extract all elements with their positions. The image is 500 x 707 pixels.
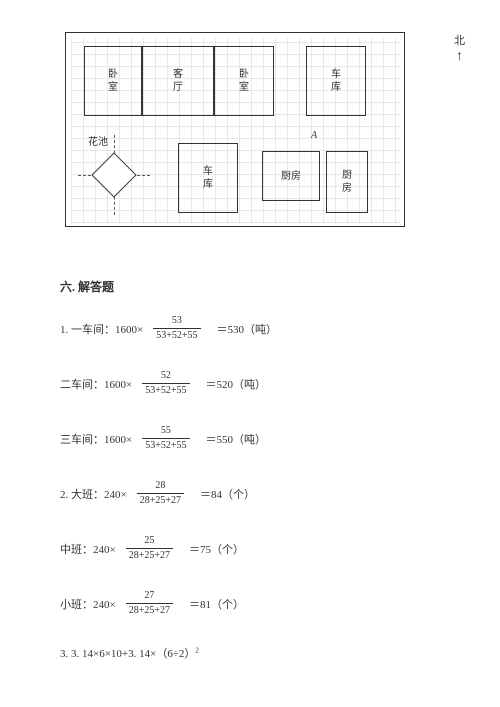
eq-prefix: 小班：240×	[60, 596, 116, 612]
eq-result: ＝81（个）	[189, 596, 244, 612]
floorplan-outer: 卧室客厅卧室车库车库厨房厨房 花池 A	[65, 32, 405, 227]
eq-prefix: 2. 大班：240×	[60, 486, 127, 502]
content-area: 六. 解答题 1. 一车间：1600×5353+52+55＝530（吨）二车间：…	[60, 278, 440, 661]
equation-line-2: 三车间：1600× 5553+52+55 ＝550（吨）	[60, 425, 440, 452]
fraction: 5353+52+55	[153, 315, 200, 342]
room-0: 卧室	[84, 46, 142, 116]
last-line-text: 3. 3. 14×6×10+3. 14×（6÷2）	[60, 648, 195, 660]
flower-pond	[84, 145, 144, 205]
north-arrow-icon: ↑	[456, 50, 463, 64]
fraction: 5253+52+55	[142, 370, 189, 397]
fraction: 5553+52+55	[142, 425, 189, 452]
north-label: 北	[454, 32, 465, 48]
equation-line-3: 2. 大班：240× 2828+25+27 ＝84（个）	[60, 480, 440, 507]
equation-line-5: 小班：240× 2728+25+27 ＝81（个）	[60, 590, 440, 617]
eq-result: ＝84（个）	[200, 486, 255, 502]
fraction: 2728+25+27	[126, 590, 173, 617]
room-2: 卧室	[214, 46, 274, 116]
fraction-denominator: 28+25+27	[126, 548, 173, 562]
fraction-denominator: 53+52+55	[153, 328, 200, 342]
fraction-denominator: 28+25+27	[137, 493, 184, 507]
fraction-denominator: 53+52+55	[142, 438, 189, 452]
fraction: 2528+25+27	[126, 535, 173, 562]
fraction-denominator: 28+25+27	[126, 603, 173, 617]
fraction-numerator: 55	[158, 425, 174, 438]
room-4: 车库	[178, 143, 238, 213]
fraction-numerator: 52	[158, 370, 174, 383]
eq-result: ＝530（吨）	[217, 321, 278, 337]
fraction-numerator: 27	[141, 590, 157, 603]
fraction-numerator: 53	[169, 315, 185, 328]
point-a-label: A	[311, 130, 317, 141]
superscript-2: 2	[195, 646, 199, 654]
fraction: 2828+25+27	[137, 480, 184, 507]
equation-line-0: 1. 一车间：1600× 5353+52+55 ＝530（吨）	[60, 315, 440, 342]
room-3: 车库	[306, 46, 366, 116]
eq-result: ＝75（个）	[189, 541, 244, 557]
eq-prefix: 二车间：1600×	[60, 376, 132, 392]
flower-label: 花池	[88, 133, 108, 148]
equation-line-4: 中班：240× 2528+25+27 ＝75（个）	[60, 535, 440, 562]
section-title: 六. 解答题	[60, 278, 440, 295]
eq-prefix: 三车间：1600×	[60, 431, 132, 447]
eq-result: ＝550（吨）	[206, 431, 267, 447]
eq-result: ＝520（吨）	[206, 376, 267, 392]
fraction-numerator: 25	[141, 535, 157, 548]
diamond-icon	[91, 152, 136, 197]
eq-prefix: 中班：240×	[60, 541, 116, 557]
fraction-denominator: 53+52+55	[142, 383, 189, 397]
room-1: 客厅	[142, 46, 214, 116]
equation-line-1: 二车间：1600× 5253+52+55 ＝520（吨）	[60, 370, 440, 397]
floorplan: 北 ↑ 卧室客厅卧室车库车库厨房厨房 花池 A	[65, 32, 435, 227]
north-indicator: 北 ↑	[454, 32, 465, 64]
room-5: 厨房	[262, 151, 320, 201]
eq-prefix: 1. 一车间：1600×	[60, 321, 143, 337]
room-6: 厨房	[326, 151, 368, 213]
fraction-numerator: 28	[152, 480, 168, 493]
equation-last: 3. 3. 14×6×10+3. 14×（6÷2）2	[60, 645, 440, 661]
